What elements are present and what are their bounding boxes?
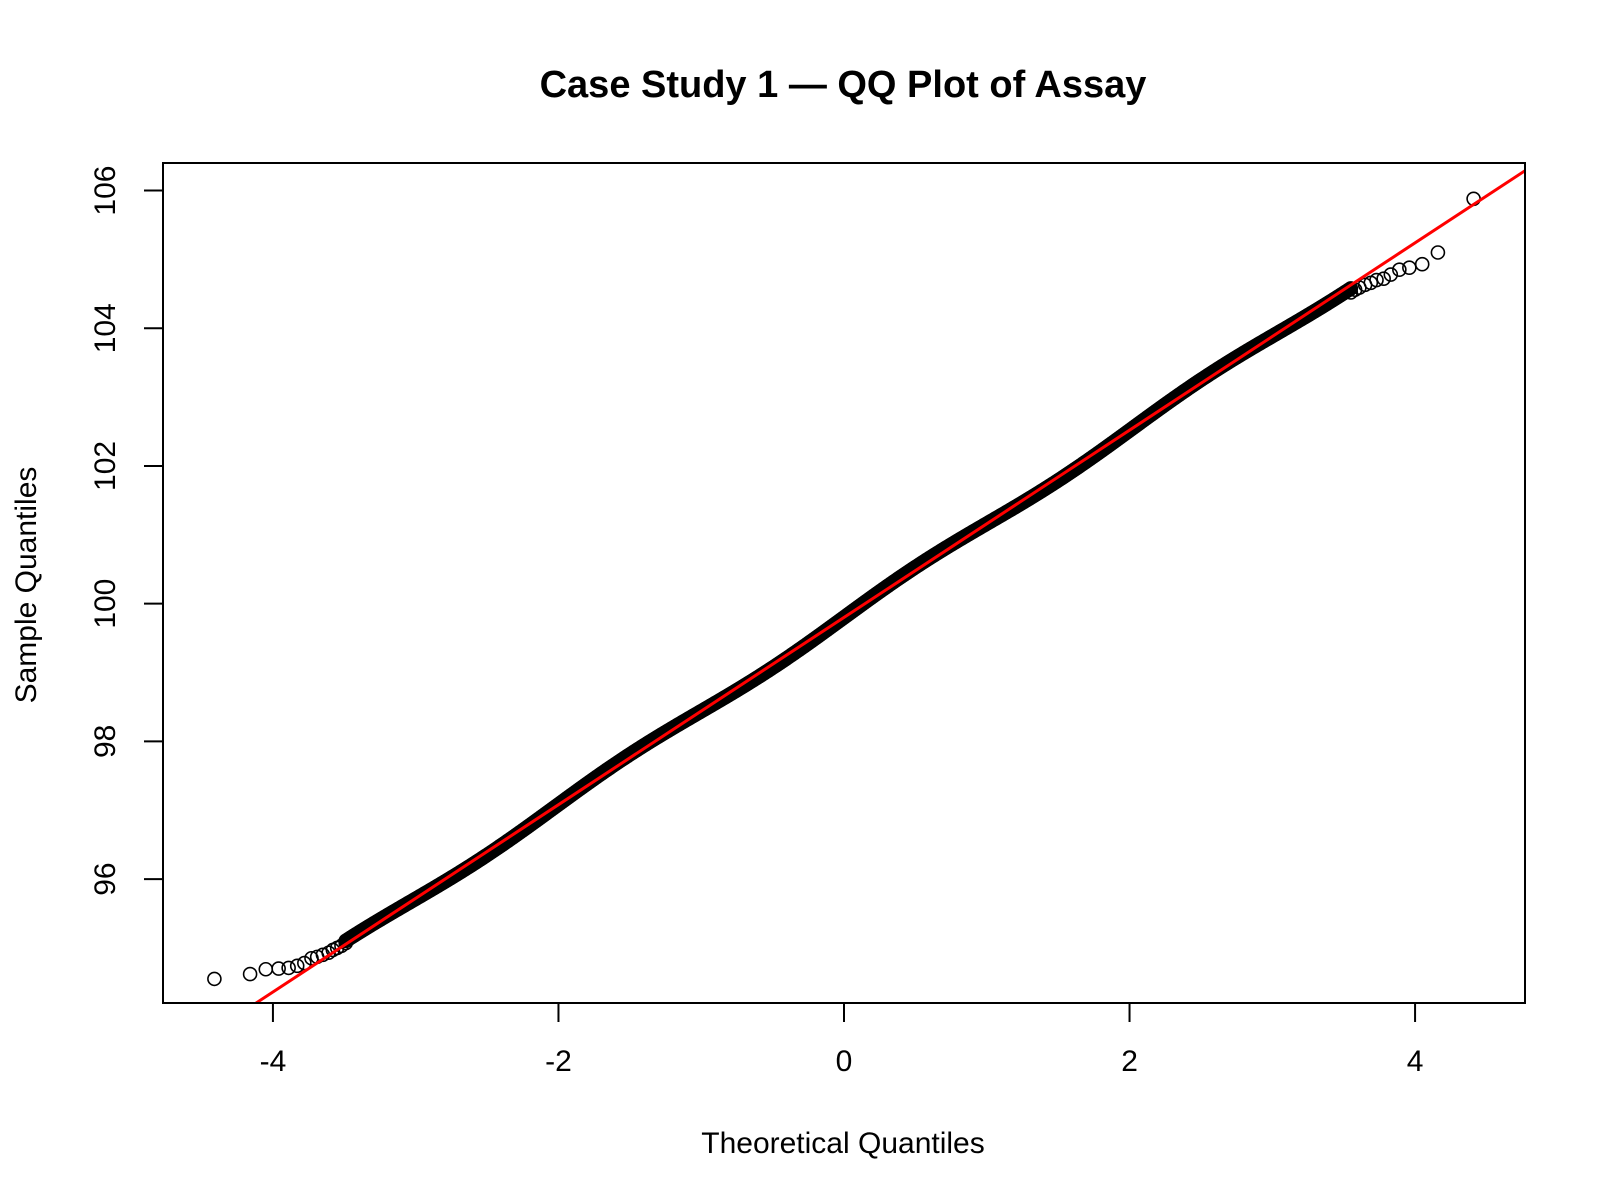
qq-point <box>258 961 274 977</box>
qq-point <box>297 955 312 971</box>
qq-point <box>1383 267 1399 282</box>
y-axis: 96 98 100 102 104 106 <box>89 166 163 896</box>
data-points <box>207 191 1481 987</box>
qq-point <box>289 958 305 974</box>
qq-point <box>207 971 222 987</box>
x-tick-label: 0 <box>836 1045 853 1078</box>
y-tick-label: 102 <box>89 441 122 491</box>
x-axis-label: Theoretical Quantiles <box>701 1127 984 1160</box>
x-tick-label: 2 <box>1121 1045 1138 1078</box>
y-tick-label: 104 <box>89 303 122 353</box>
reference-line <box>253 169 1525 1003</box>
x-tick-label: -2 <box>545 1045 572 1078</box>
qq-point <box>1430 245 1446 260</box>
x-tick-label: 4 <box>1407 1045 1424 1078</box>
y-tick-label: 106 <box>89 166 122 216</box>
qq-point <box>271 961 286 976</box>
x-tick-label: -4 <box>260 1045 287 1078</box>
qq-point <box>1369 272 1384 288</box>
reference-line-group <box>253 169 1525 1003</box>
y-axis-label: Sample Quantiles <box>10 467 43 704</box>
qq-point <box>1392 262 1407 278</box>
y-tick-label: 100 <box>89 579 122 629</box>
y-tick-label: 98 <box>89 725 122 758</box>
y-tick-label: 96 <box>89 862 122 895</box>
qq-point <box>242 966 258 982</box>
chart-title: Case Study 1 — QQ Plot of Assay <box>540 64 1147 106</box>
plot-frame <box>162 162 1526 1004</box>
qq-point <box>281 960 296 976</box>
qq-point <box>1414 256 1430 272</box>
x-axis: -4 -2 0 2 4 <box>260 1003 1424 1078</box>
qq-point <box>1376 271 1391 286</box>
